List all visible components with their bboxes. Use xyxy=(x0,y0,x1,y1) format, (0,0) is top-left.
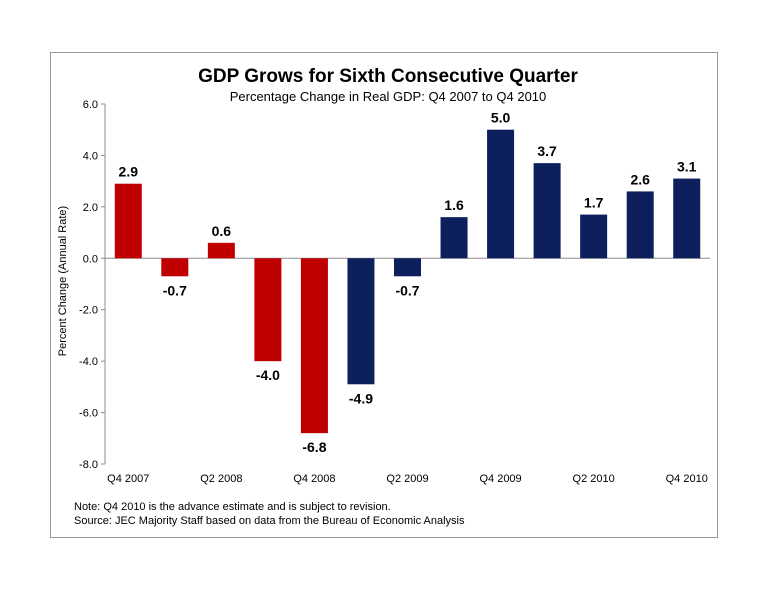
bar xyxy=(626,191,654,259)
x-tick-label: Q4 2007 xyxy=(107,473,149,485)
bar xyxy=(580,214,608,259)
chart-subtitle: Percentage Change in Real GDP: Q4 2007 t… xyxy=(229,89,547,104)
y-tick-label: -2.0 xyxy=(79,305,98,317)
bar xyxy=(347,258,375,385)
x-tick-label: Q4 2008 xyxy=(293,473,335,485)
bar xyxy=(161,258,189,277)
data-label: 5.0 xyxy=(491,110,511,126)
data-label: 2.9 xyxy=(119,164,139,180)
bar xyxy=(300,258,328,434)
y-tick-label: -6.0 xyxy=(79,408,98,420)
y-tick-label: 0.0 xyxy=(83,253,98,265)
x-tick-label: Q4 2010 xyxy=(666,473,708,485)
chart-title: GDP Grows for Sixth Consecutive Quarter xyxy=(198,66,578,87)
source-line: Source: JEC Majority Staff based on data… xyxy=(74,515,465,527)
y-tick-label: -8.0 xyxy=(79,459,98,471)
data-label: 1.6 xyxy=(444,197,464,213)
bar xyxy=(254,258,282,362)
data-label: -4.0 xyxy=(256,367,280,383)
data-label: 1.7 xyxy=(584,195,604,211)
y-tick-label: -4.0 xyxy=(79,356,98,368)
x-tick-label: Q2 2010 xyxy=(573,473,615,485)
y-tick-label: 4.0 xyxy=(83,150,98,162)
note-line: Note: Q4 2010 is the advance estimate an… xyxy=(74,501,391,513)
bar xyxy=(114,183,142,259)
data-label: 3.1 xyxy=(677,159,697,175)
data-label: -6.8 xyxy=(302,439,326,455)
bar xyxy=(673,178,701,259)
y-tick-label: 6.0 xyxy=(83,99,98,111)
chart-frame xyxy=(50,52,718,538)
data-label: -0.7 xyxy=(395,282,419,298)
x-tick-label: Q2 2009 xyxy=(386,473,428,485)
bar xyxy=(394,258,421,277)
bar xyxy=(440,217,468,259)
data-label: -0.7 xyxy=(163,282,187,298)
bar xyxy=(207,242,235,259)
bar xyxy=(533,163,561,259)
bar xyxy=(487,129,515,259)
data-label: 2.6 xyxy=(630,171,650,187)
chart-notes: Note: Q4 2010 is the advance estimate an… xyxy=(74,500,465,528)
data-label: 0.6 xyxy=(212,223,232,239)
x-tick-label: Q2 2008 xyxy=(200,473,242,485)
x-tick-label: Q4 2009 xyxy=(479,473,521,485)
data-label: 3.7 xyxy=(537,143,557,159)
data-label: -4.9 xyxy=(349,390,373,406)
y-tick-label: 2.0 xyxy=(83,202,98,214)
